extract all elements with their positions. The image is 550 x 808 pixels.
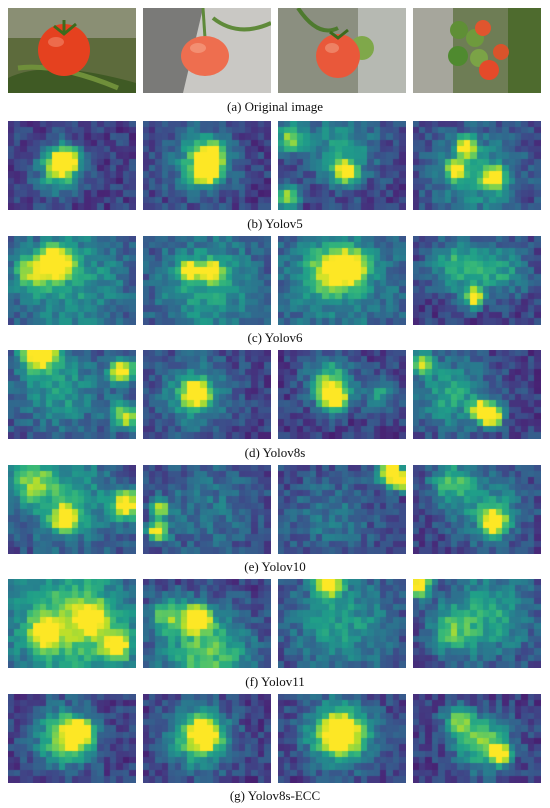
heatmap-yolov8s-2 (143, 350, 271, 439)
heatmap-yolov10-3 (278, 465, 406, 554)
heatmap-yolov5-1 (8, 121, 136, 210)
heatmap-yolov10-1 (8, 465, 136, 554)
original-photo-2 (143, 8, 271, 93)
heatmap-yolov6-2 (143, 236, 271, 325)
heatmap-yolov10-4 (413, 465, 541, 554)
heatmap-yolov5-3 (278, 121, 406, 210)
heatmap-yolov8s-ecc-3 (278, 694, 406, 783)
heatmap-yolov11-3 (278, 579, 406, 668)
caption-original-image: (a) Original image (226, 99, 323, 114)
heatmap-yolov11-2 (143, 579, 271, 668)
caption-yolov5: (b) Yolov5 (247, 216, 303, 231)
original-photo-1 (8, 8, 136, 93)
caption-yolov11: (f) Yolov11 (245, 674, 305, 689)
original-photo-4 (413, 8, 541, 93)
caption-yolov6: (c) Yolov6 (247, 330, 303, 345)
heatmap-yolov5-4 (413, 121, 541, 210)
heatmap-yolov6-3 (278, 236, 406, 325)
heatmap-yolov6-1 (8, 236, 136, 325)
heatmap-yolov8s-ecc-2 (143, 694, 271, 783)
heatmap-yolov5-2 (143, 121, 271, 210)
heatmap-yolov8s-ecc-4 (413, 694, 541, 783)
caption-yolov8s-ecc: (g) Yolov8s-ECC (229, 788, 321, 803)
heatmap-yolov11-4 (413, 579, 541, 668)
heatmap-yolov6-4 (413, 236, 541, 325)
heatmap-yolov8s-1 (8, 350, 136, 439)
caption-yolov8s: (d) Yolov8s (244, 445, 306, 460)
heatmap-yolov10-2 (143, 465, 271, 554)
original-photo-3 (278, 8, 406, 93)
heatmap-yolov8s-ecc-1 (8, 694, 136, 783)
heatmap-yolov8s-4 (413, 350, 541, 439)
heatmap-yolov11-1 (8, 579, 136, 668)
caption-yolov10: (e) Yolov10 (244, 559, 306, 574)
heatmap-yolov8s-3 (278, 350, 406, 439)
